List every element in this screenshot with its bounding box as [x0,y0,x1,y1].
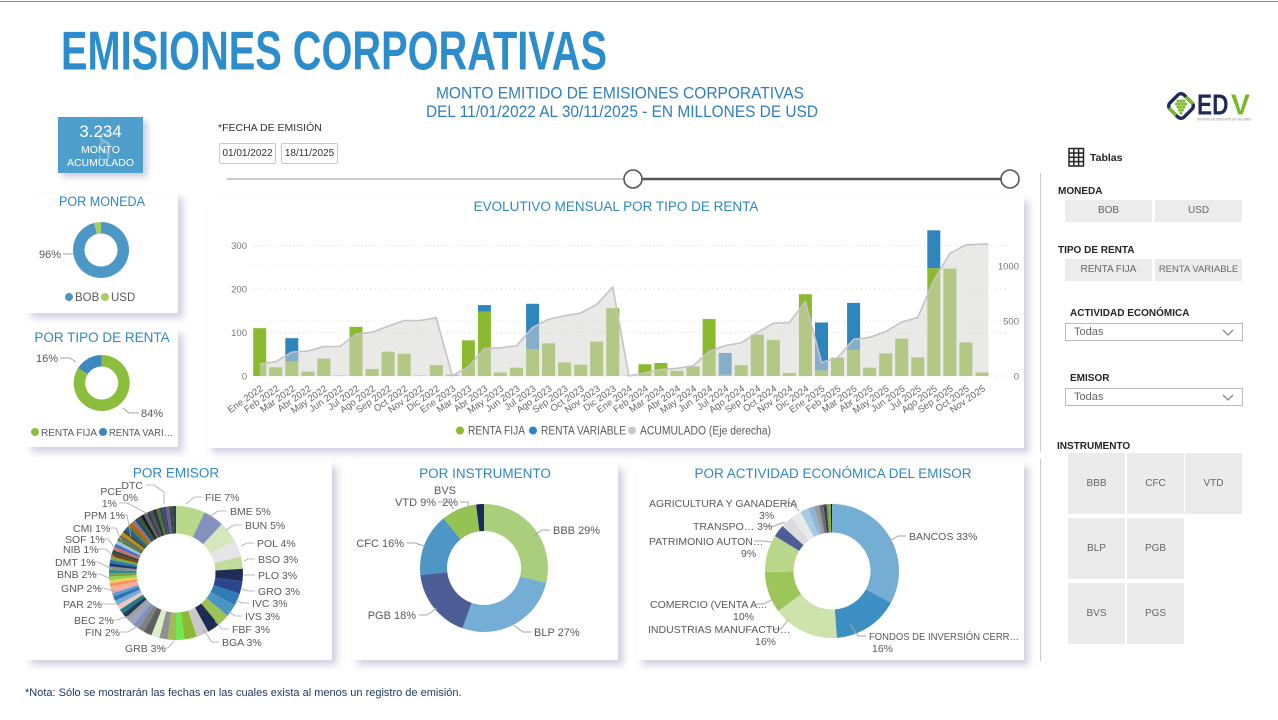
svg-text:BBB 29%: BBB 29% [553,525,600,537]
svg-text:16%: 16% [872,643,893,655]
svg-text:RENTA VARI…: RENTA VARI… [109,427,173,439]
svg-text:BOB: BOB [75,292,100,304]
svg-text:BME 5%: BME 5% [230,506,271,518]
svg-text:BLP 27%: BLP 27% [534,627,580,639]
svg-text:POR EMISOR: POR EMISOR [133,466,220,481]
svg-text:300: 300 [231,241,247,252]
svg-text:BVS: BVS [434,485,456,497]
svg-text:ENTIDAD DE DEPÓSITO DE VALORES: ENTIDAD DE DEPÓSITO DE VALORES [1197,117,1251,122]
svg-text:INDUSTRIAS MANUFACTU…: INDUSTRIAS MANUFACTU… [648,624,790,636]
svg-text:0: 0 [1014,372,1019,383]
svg-text:POR INSTRUMENTO: POR INSTRUMENTO [419,466,551,481]
svg-text:GNP 2%: GNP 2% [61,583,102,595]
svg-text:BSO 3%: BSO 3% [258,554,298,566]
svg-text:TRANSPO… 3%: TRANSPO… 3% [693,521,772,533]
svg-text:BUN 5%: BUN 5% [245,520,285,532]
svg-text:DMT 1%: DMT 1% [55,557,96,569]
svg-text:500: 500 [1003,317,1019,328]
svg-text:DTC: DTC [121,480,143,492]
svg-text:DEL 11/01/2022 AL 30/11/2025 -: DEL 11/01/2022 AL 30/11/2025 - EN MILLON… [426,102,818,121]
svg-text:1000: 1000 [998,262,1019,273]
svg-text:POR TIPO DE RENTA: POR TIPO DE RENTA [34,330,169,345]
svg-text:PCE: PCE [100,486,122,498]
svg-text:RENTA VARIABLE: RENTA VARIABLE [541,426,626,438]
svg-text:GRB 3%: GRB 3% [125,643,166,655]
svg-text:9%: 9% [741,548,756,560]
svg-text:MONTO EMITIDO DE EMISIONES COR: MONTO EMITIDO DE EMISIONES CORPORATIVAS [436,84,804,103]
svg-text:16%: 16% [36,353,58,365]
svg-text:GRO 3%: GRO 3% [258,586,300,598]
svg-text:EMISIONES CORPORATIVAS: EMISIONES CORPORATIVAS [61,26,607,74]
svg-text:PGB 18%: PGB 18% [368,610,417,622]
svg-text:FBF 3%: FBF 3% [232,624,270,636]
svg-text:FIE 7%: FIE 7% [205,492,239,504]
svg-text:200: 200 [231,285,247,296]
svg-text:VTD 9%: VTD 9% [395,497,436,509]
svg-text:96%: 96% [39,249,61,261]
svg-text:0: 0 [242,372,247,383]
svg-text:1%: 1% [102,498,117,510]
svg-text:2%: 2% [442,497,458,509]
svg-text:NIB 1%: NIB 1% [63,544,99,556]
svg-text:SOF 1%: SOF 1% [65,534,105,546]
svg-text:0%: 0% [123,492,138,504]
svg-text:EVOLUTIVO MENSUAL POR TIPO DE: EVOLUTIVO MENSUAL POR TIPO DE RENTA [474,199,759,214]
svg-text:IVS 3%: IVS 3% [245,611,280,623]
svg-text:CMI 1%: CMI 1% [73,523,110,535]
svg-text:RENTA FIJA: RENTA FIJA [468,426,525,438]
svg-text:ACUMULADO (Eje derecha): ACUMULADO (Eje derecha) [640,426,771,438]
svg-text:AGRICULTURA Y GANADERÍA: AGRICULTURA Y GANADERÍA [649,497,797,510]
svg-text:10%: 10% [733,611,754,623]
svg-text:PATRIMONIO AUTON…: PATRIMONIO AUTON… [649,536,763,548]
svg-text:COMERCIO (VENTA A…: COMERCIO (VENTA A… [650,599,768,611]
svg-text:IVC 3%: IVC 3% [252,598,288,610]
svg-text:PPM 1%: PPM 1% [84,510,125,522]
svg-text:16%: 16% [755,636,776,648]
svg-text:100: 100 [231,328,247,339]
svg-text:PAR 2%: PAR 2% [63,599,102,611]
svg-text:RENTA FIJA: RENTA FIJA [41,427,97,439]
svg-text:V: V [1231,89,1250,121]
svg-text:BANCOS 33%: BANCOS 33% [909,531,977,543]
svg-text:84%: 84% [141,408,163,420]
svg-text:POL 4%: POL 4% [257,538,296,550]
svg-text:BNB 2%: BNB 2% [57,569,97,581]
svg-text:BGA 3%: BGA 3% [222,637,262,649]
svg-text:CFC 16%: CFC 16% [356,538,404,550]
svg-text:PLO 3%: PLO 3% [258,570,297,582]
svg-text:FIN 2%: FIN 2% [85,627,120,639]
svg-text:USD: USD [111,292,135,304]
svg-text:3%: 3% [759,510,774,522]
svg-text:POR MONEDA: POR MONEDA [59,194,145,209]
svg-text:POR ACTIVIDAD ECONÓMICA DEL EM: POR ACTIVIDAD ECONÓMICA DEL EMISOR [694,466,971,481]
svg-text:ED: ED [1197,89,1229,121]
svg-text:FONDOS DE INVERSIÓN CERR…: FONDOS DE INVERSIÓN CERR… [869,630,1019,643]
svg-text:BEC 2%: BEC 2% [74,615,114,627]
